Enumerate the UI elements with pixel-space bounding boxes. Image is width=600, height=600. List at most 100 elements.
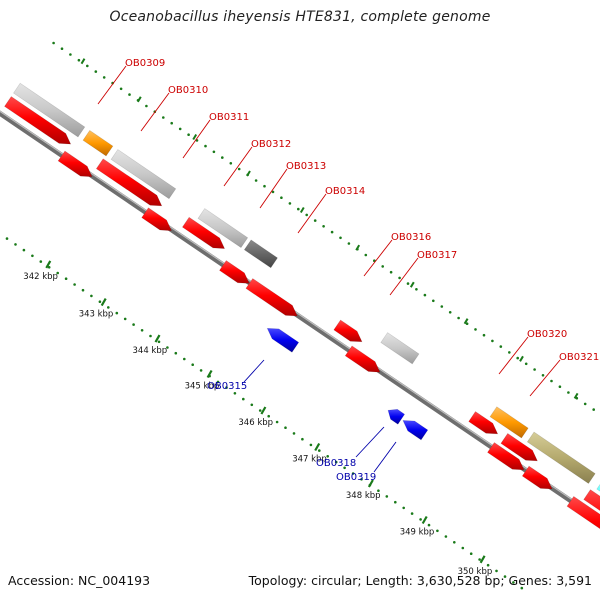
gene-label: OB0318	[316, 458, 356, 469]
gene-label: OB0310	[168, 85, 208, 96]
ruler-dot	[174, 351, 178, 355]
minor-tick	[192, 133, 198, 141]
label-leader-line	[243, 359, 265, 383]
forward-cds-arrow	[181, 216, 226, 249]
ruler-dot	[216, 380, 220, 384]
cog-box-orange	[489, 406, 529, 439]
genome-stats-text: Topology: circular; Length: 3,630,528 bp…	[248, 573, 592, 588]
ruler-dot	[132, 323, 135, 326]
ruler-dot	[56, 271, 59, 275]
ruler-dot	[47, 266, 51, 269]
ruler-dot	[305, 213, 309, 217]
cog-box-orange	[82, 129, 114, 157]
gene-label: OB0313	[286, 161, 326, 172]
ruler-dot	[39, 260, 43, 263]
forward-cds-arrow	[521, 465, 553, 490]
gene-label: OB0319	[336, 472, 376, 483]
ruler-dot	[52, 41, 55, 45]
ruler-dot	[128, 93, 131, 96]
major-tick	[260, 406, 267, 415]
ruler-dot	[73, 283, 76, 286]
minor-tick	[80, 58, 86, 65]
ruler-dot	[453, 541, 456, 544]
ruler-dot	[436, 529, 439, 533]
gene-label: OB0315	[207, 381, 247, 392]
forward-cds-arrow	[500, 432, 538, 462]
ruler-dot	[339, 236, 342, 240]
ruler-dot	[292, 432, 296, 435]
label-leader-line	[529, 359, 561, 397]
ruler-dot	[284, 426, 287, 430]
label-leader-line	[389, 257, 419, 296]
accession-text: Accession: NC_004193	[8, 573, 151, 588]
ruler-dot	[567, 391, 570, 394]
ruler-dot	[267, 414, 271, 418]
forward-cds-arrow	[566, 495, 600, 530]
ruler-dot	[115, 311, 119, 315]
reverse-cds-arrow	[266, 327, 300, 353]
major-tick	[314, 442, 321, 452]
ruler-dot	[233, 392, 237, 395]
ruler-dot	[250, 403, 254, 407]
label-leader-line	[355, 426, 385, 458]
ruler-dot	[524, 362, 528, 366]
ruler-dot	[77, 58, 81, 62]
labels-layer: OB0309 OB0310 OB0311 OB0312 OB0313 OB0314 OB03…	[97, 58, 599, 483]
ruler-dot	[326, 455, 330, 458]
major-tick	[479, 555, 486, 564]
ruler-dot	[166, 346, 169, 349]
cog-box-cyan	[596, 483, 600, 492]
ruler-dot	[297, 207, 300, 211]
cog-box-gray	[380, 332, 420, 365]
kbp-label: 342 kbp	[23, 272, 58, 282]
ruler-dot	[263, 184, 266, 188]
minor-tick	[355, 244, 361, 251]
ruler-dot	[5, 237, 9, 240]
gene-label: OB0312	[251, 139, 291, 150]
ruler-dot	[558, 385, 562, 389]
ruler-dot	[364, 253, 368, 257]
ruler-dot	[221, 156, 224, 159]
ruler-dot	[482, 333, 486, 337]
ruler-dot	[81, 288, 85, 292]
reverse-cds-arrow	[387, 408, 406, 425]
ruler-dot	[334, 460, 338, 464]
forward-cds-arrow	[141, 207, 172, 232]
ruler-dot	[322, 225, 325, 228]
ruler-dot	[440, 305, 444, 308]
ruler-dot	[495, 569, 498, 573]
ruler-dot	[22, 248, 26, 252]
ruler-dot	[237, 167, 241, 171]
major-tick	[206, 369, 213, 379]
label-leader-line	[223, 146, 253, 187]
ruler-dot	[516, 356, 519, 360]
ruler-dot	[318, 449, 321, 452]
cog-box-dark	[243, 239, 278, 269]
ruler-dot	[107, 306, 110, 309]
forward-cds-arrow	[487, 442, 525, 471]
ruler-dot	[225, 386, 228, 389]
ruler-dot	[313, 219, 317, 222]
ruler-dot	[533, 368, 536, 371]
ruler-dot	[457, 316, 460, 320]
ruler-dot	[145, 104, 148, 108]
ruler-dot	[347, 242, 351, 245]
minor-tick	[136, 96, 142, 103]
major-tick	[421, 515, 428, 525]
ruler-dot	[583, 402, 587, 406]
label-leader-line	[259, 168, 288, 209]
ruler-dot	[254, 179, 258, 182]
major-tick	[154, 334, 161, 343]
ruler-dot	[191, 363, 194, 367]
ruler-dot	[419, 518, 422, 521]
minor-tick	[409, 281, 415, 288]
label-leader-line	[373, 441, 397, 473]
ruler-dot	[140, 329, 144, 332]
reverse-cds-arrow	[402, 420, 429, 441]
forward-cds-arrow	[333, 319, 363, 343]
kbp-ruler: 342 kbp 343 kbp 344 kbp 345 kbp 346 kbp 347 k…	[5, 41, 595, 590]
ruler-dot	[69, 53, 72, 56]
cog-box-gray	[110, 149, 177, 200]
ruler-dot	[204, 144, 207, 148]
ruler-dot	[486, 563, 490, 567]
